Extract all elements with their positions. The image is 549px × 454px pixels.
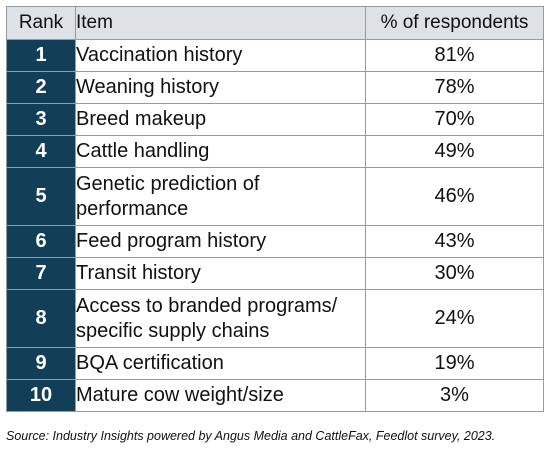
table-row: 8 Access to branded programs/ specific s… [6,289,544,348]
table-row: 1 Vaccination history 81% [6,39,544,72]
item-cell: Breed makeup [75,103,366,136]
item-cell: Vaccination history [75,39,366,72]
percent-cell: 19% [365,347,544,380]
column-header-percent: % of respondents [365,6,544,40]
percent-cell: 43% [365,225,544,258]
rank-cell: 6 [6,225,76,258]
percent-cell: 49% [365,135,544,168]
percent-cell: 46% [365,167,544,226]
rank-cell: 1 [6,39,76,72]
column-header-item: Item [75,6,366,40]
percent-cell: 81% [365,39,544,72]
item-cell: Access to branded programs/ specific sup… [75,289,366,348]
percent-cell: 30% [365,257,544,290]
rank-cell: 10 [6,379,76,412]
percent-cell: 3% [365,379,544,412]
ranking-table: Rank Item % of respondents 1 Vaccination… [6,6,544,412]
item-cell: Mature cow weight/size [75,379,366,412]
column-header-rank: Rank [6,6,76,40]
rank-cell: 7 [6,257,76,290]
percent-cell: 24% [365,289,544,348]
table-header-row: Rank Item % of respondents [6,6,544,40]
item-cell: Transit history [75,257,366,290]
table-row: 6 Feed program history 43% [6,225,544,258]
source-note: Source: Industry Insights powered by Ang… [6,429,496,443]
percent-cell: 78% [365,71,544,104]
rank-cell: 3 [6,103,76,136]
table-row: 9 BQA certification 19% [6,347,544,380]
table-row: 3 Breed makeup 70% [6,103,544,136]
table-row: 2 Weaning history 78% [6,71,544,104]
percent-cell: 70% [365,103,544,136]
rank-cell: 8 [6,289,76,348]
item-cell: Genetic prediction of performance [75,167,366,226]
item-cell: Cattle handling [75,135,366,168]
item-cell: Weaning history [75,71,366,104]
rank-cell: 2 [6,71,76,104]
table-row: 10 Mature cow weight/size 3% [6,379,544,412]
table-row: 5 Genetic prediction of performance 46% [6,167,544,226]
rank-cell: 9 [6,347,76,380]
rank-cell: 5 [6,167,76,226]
table-row: 7 Transit history 30% [6,257,544,290]
item-cell: Feed program history [75,225,366,258]
item-cell: BQA certification [75,347,366,380]
rank-cell: 4 [6,135,76,168]
table-row: 4 Cattle handling 49% [6,135,544,168]
